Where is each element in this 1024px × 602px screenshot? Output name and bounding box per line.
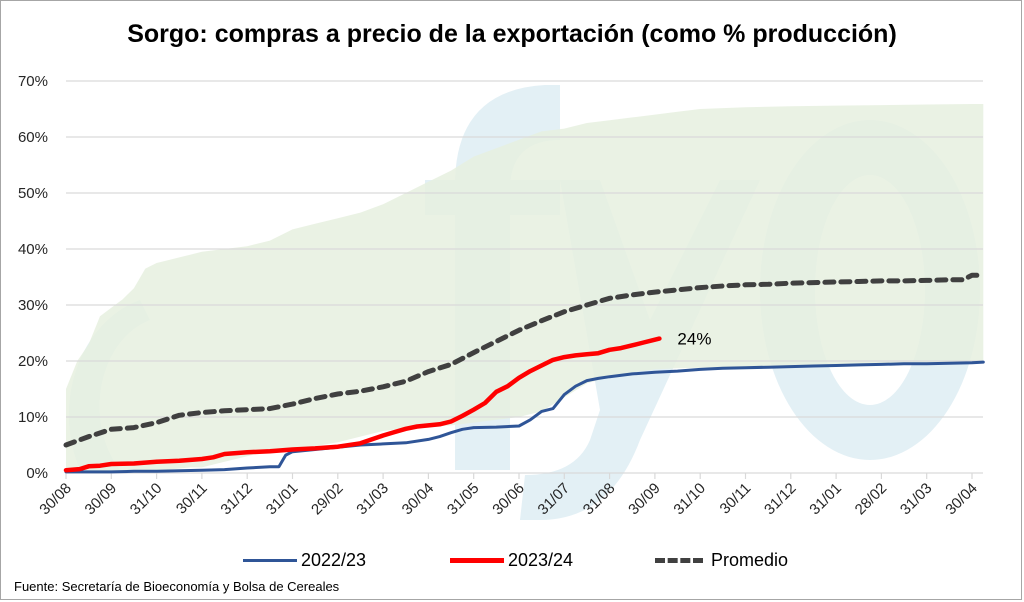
x-tick-label: 30/08 <box>36 480 75 519</box>
x-tick-label: 31/12 <box>761 480 800 519</box>
range-band <box>66 104 984 472</box>
x-tick-label: 31/03 <box>897 480 936 519</box>
y-tick-label: 50% <box>18 185 48 202</box>
legend-swatch-promedio <box>655 558 703 563</box>
x-tick-label: 30/11 <box>173 480 211 518</box>
annotations: 24% <box>677 330 711 349</box>
legend-swatch-2023-24 <box>450 558 504 563</box>
series-lines <box>63 272 986 474</box>
data-label-24pct: 24% <box>677 330 711 349</box>
y-tick-label: 0% <box>26 465 48 482</box>
legend-label: Promedio <box>711 550 789 570</box>
x-tick-label: 31/05 <box>444 480 483 519</box>
legend-item-2022-23: 2022/23 <box>243 550 366 571</box>
y-tick-label: 20% <box>18 353 48 370</box>
gridlines <box>66 80 983 474</box>
band-area <box>66 104 984 472</box>
x-tick-label: 31/01 <box>263 480 302 519</box>
y-tick-label: 70% <box>18 73 48 90</box>
x-tick-label: 30/11 <box>717 480 755 518</box>
x-tick-label: 30/09 <box>82 480 121 519</box>
legend-swatch-2022-23 <box>243 559 297 562</box>
y-axis: 0% 10% 20% 30% 40% 50% 60% 70% <box>18 73 48 482</box>
y-tick-label: 30% <box>18 297 48 314</box>
x-tick-label: 30/04 <box>942 480 981 519</box>
y-tick-label: 60% <box>18 129 48 146</box>
series-line-2022-23 <box>64 360 985 474</box>
x-tick-label: 31/01 <box>806 480 845 519</box>
x-tick-label: 29/02 <box>308 480 347 519</box>
x-tick-label: 31/03 <box>353 480 392 519</box>
chart-title: Sorgo: compras a precio de la exportació… <box>127 20 897 48</box>
legend-item-promedio: Promedio <box>655 550 788 571</box>
legend-label: 2023/24 <box>508 550 574 570</box>
x-tick-label: 31/10 <box>670 480 709 519</box>
series-line-promedio <box>63 272 986 448</box>
legend: 2022/23 2023/24 Promedio <box>0 550 1024 576</box>
x-tick-label: 31/10 <box>127 480 166 519</box>
x-tick-label: 31/12 <box>217 480 256 519</box>
x-axis: 30/08 30/09 31/10 30/11 31/12 31/01 29/02 31/03… <box>36 473 981 518</box>
x-tick-label: 28/02 <box>852 480 891 519</box>
x-tick-label: 30/09 <box>625 480 664 519</box>
y-tick-label: 40% <box>18 241 48 258</box>
series-line-2023-24 <box>63 336 662 473</box>
y-tick-label: 10% <box>18 409 48 426</box>
source-note: Fuente: Secretaría de Bioeconomía y Bols… <box>14 579 340 594</box>
legend-label: 2022/23 <box>301 550 367 570</box>
x-tick-label: 30/04 <box>399 480 438 519</box>
legend-item-2023-24: 2023/24 <box>450 550 573 571</box>
